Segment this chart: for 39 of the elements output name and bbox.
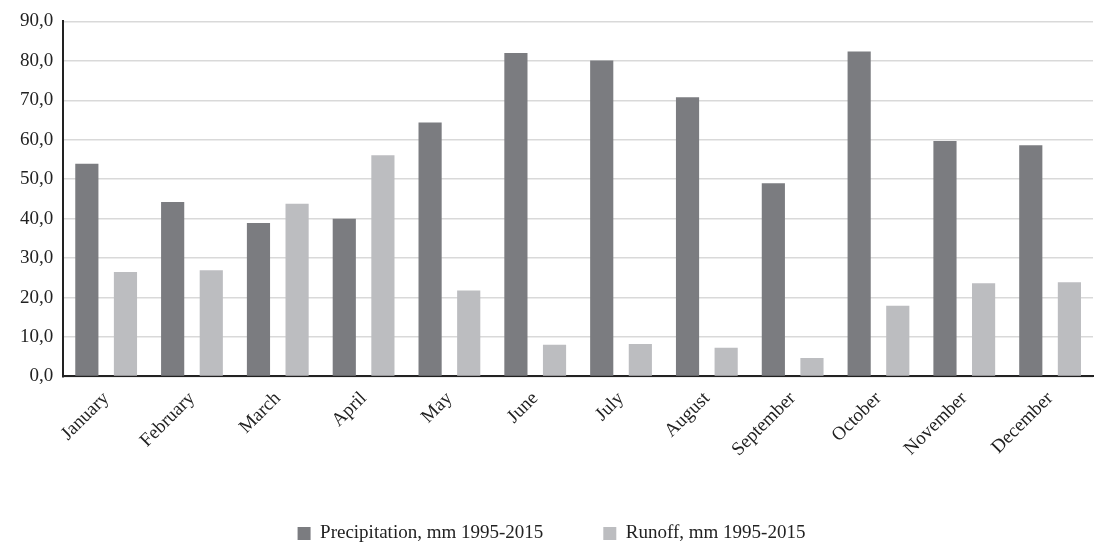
bar: [1057, 282, 1081, 376]
y-tick-label: 10,0: [20, 324, 54, 346]
legend-label: Runoff, mm 1995-2015: [625, 521, 806, 543]
bar: [800, 357, 824, 376]
y-tick-label: 40,0: [20, 206, 54, 228]
y-tick-label: 90,0: [20, 9, 54, 31]
y-tick-label: 60,0: [20, 127, 54, 149]
bar: [75, 163, 99, 376]
y-tick-label: 0,0: [29, 364, 54, 386]
bar: [371, 155, 395, 376]
bar: [113, 271, 138, 376]
bar: [933, 140, 957, 376]
bar: [628, 344, 652, 376]
bar: [972, 283, 996, 376]
bar: [332, 218, 356, 376]
bar: [246, 222, 271, 376]
bar: [590, 60, 614, 376]
bar: [714, 347, 738, 376]
bar: [675, 97, 700, 376]
bar: [504, 52, 528, 376]
bar: [418, 122, 442, 376]
legend-label: Precipitation, mm 1995-2015: [320, 521, 544, 543]
y-tick-label: 70,0: [20, 88, 54, 110]
y-tick-label: 20,0: [20, 285, 54, 307]
bar: [1019, 145, 1043, 376]
bar: [761, 183, 785, 376]
bar: [457, 290, 481, 376]
bar: [847, 51, 871, 376]
y-tick-label: 50,0: [20, 167, 54, 189]
bar: [285, 203, 309, 376]
bar: [199, 270, 223, 376]
bar: [542, 344, 567, 376]
x-tick-label: June: [502, 386, 542, 427]
x-tick-label: May: [416, 386, 457, 427]
y-tick-label: 30,0: [20, 246, 54, 268]
x-tick-label: July: [590, 386, 628, 425]
bar: [161, 202, 185, 376]
y-tick-label: 80,0: [20, 48, 54, 70]
bar: [886, 305, 910, 376]
